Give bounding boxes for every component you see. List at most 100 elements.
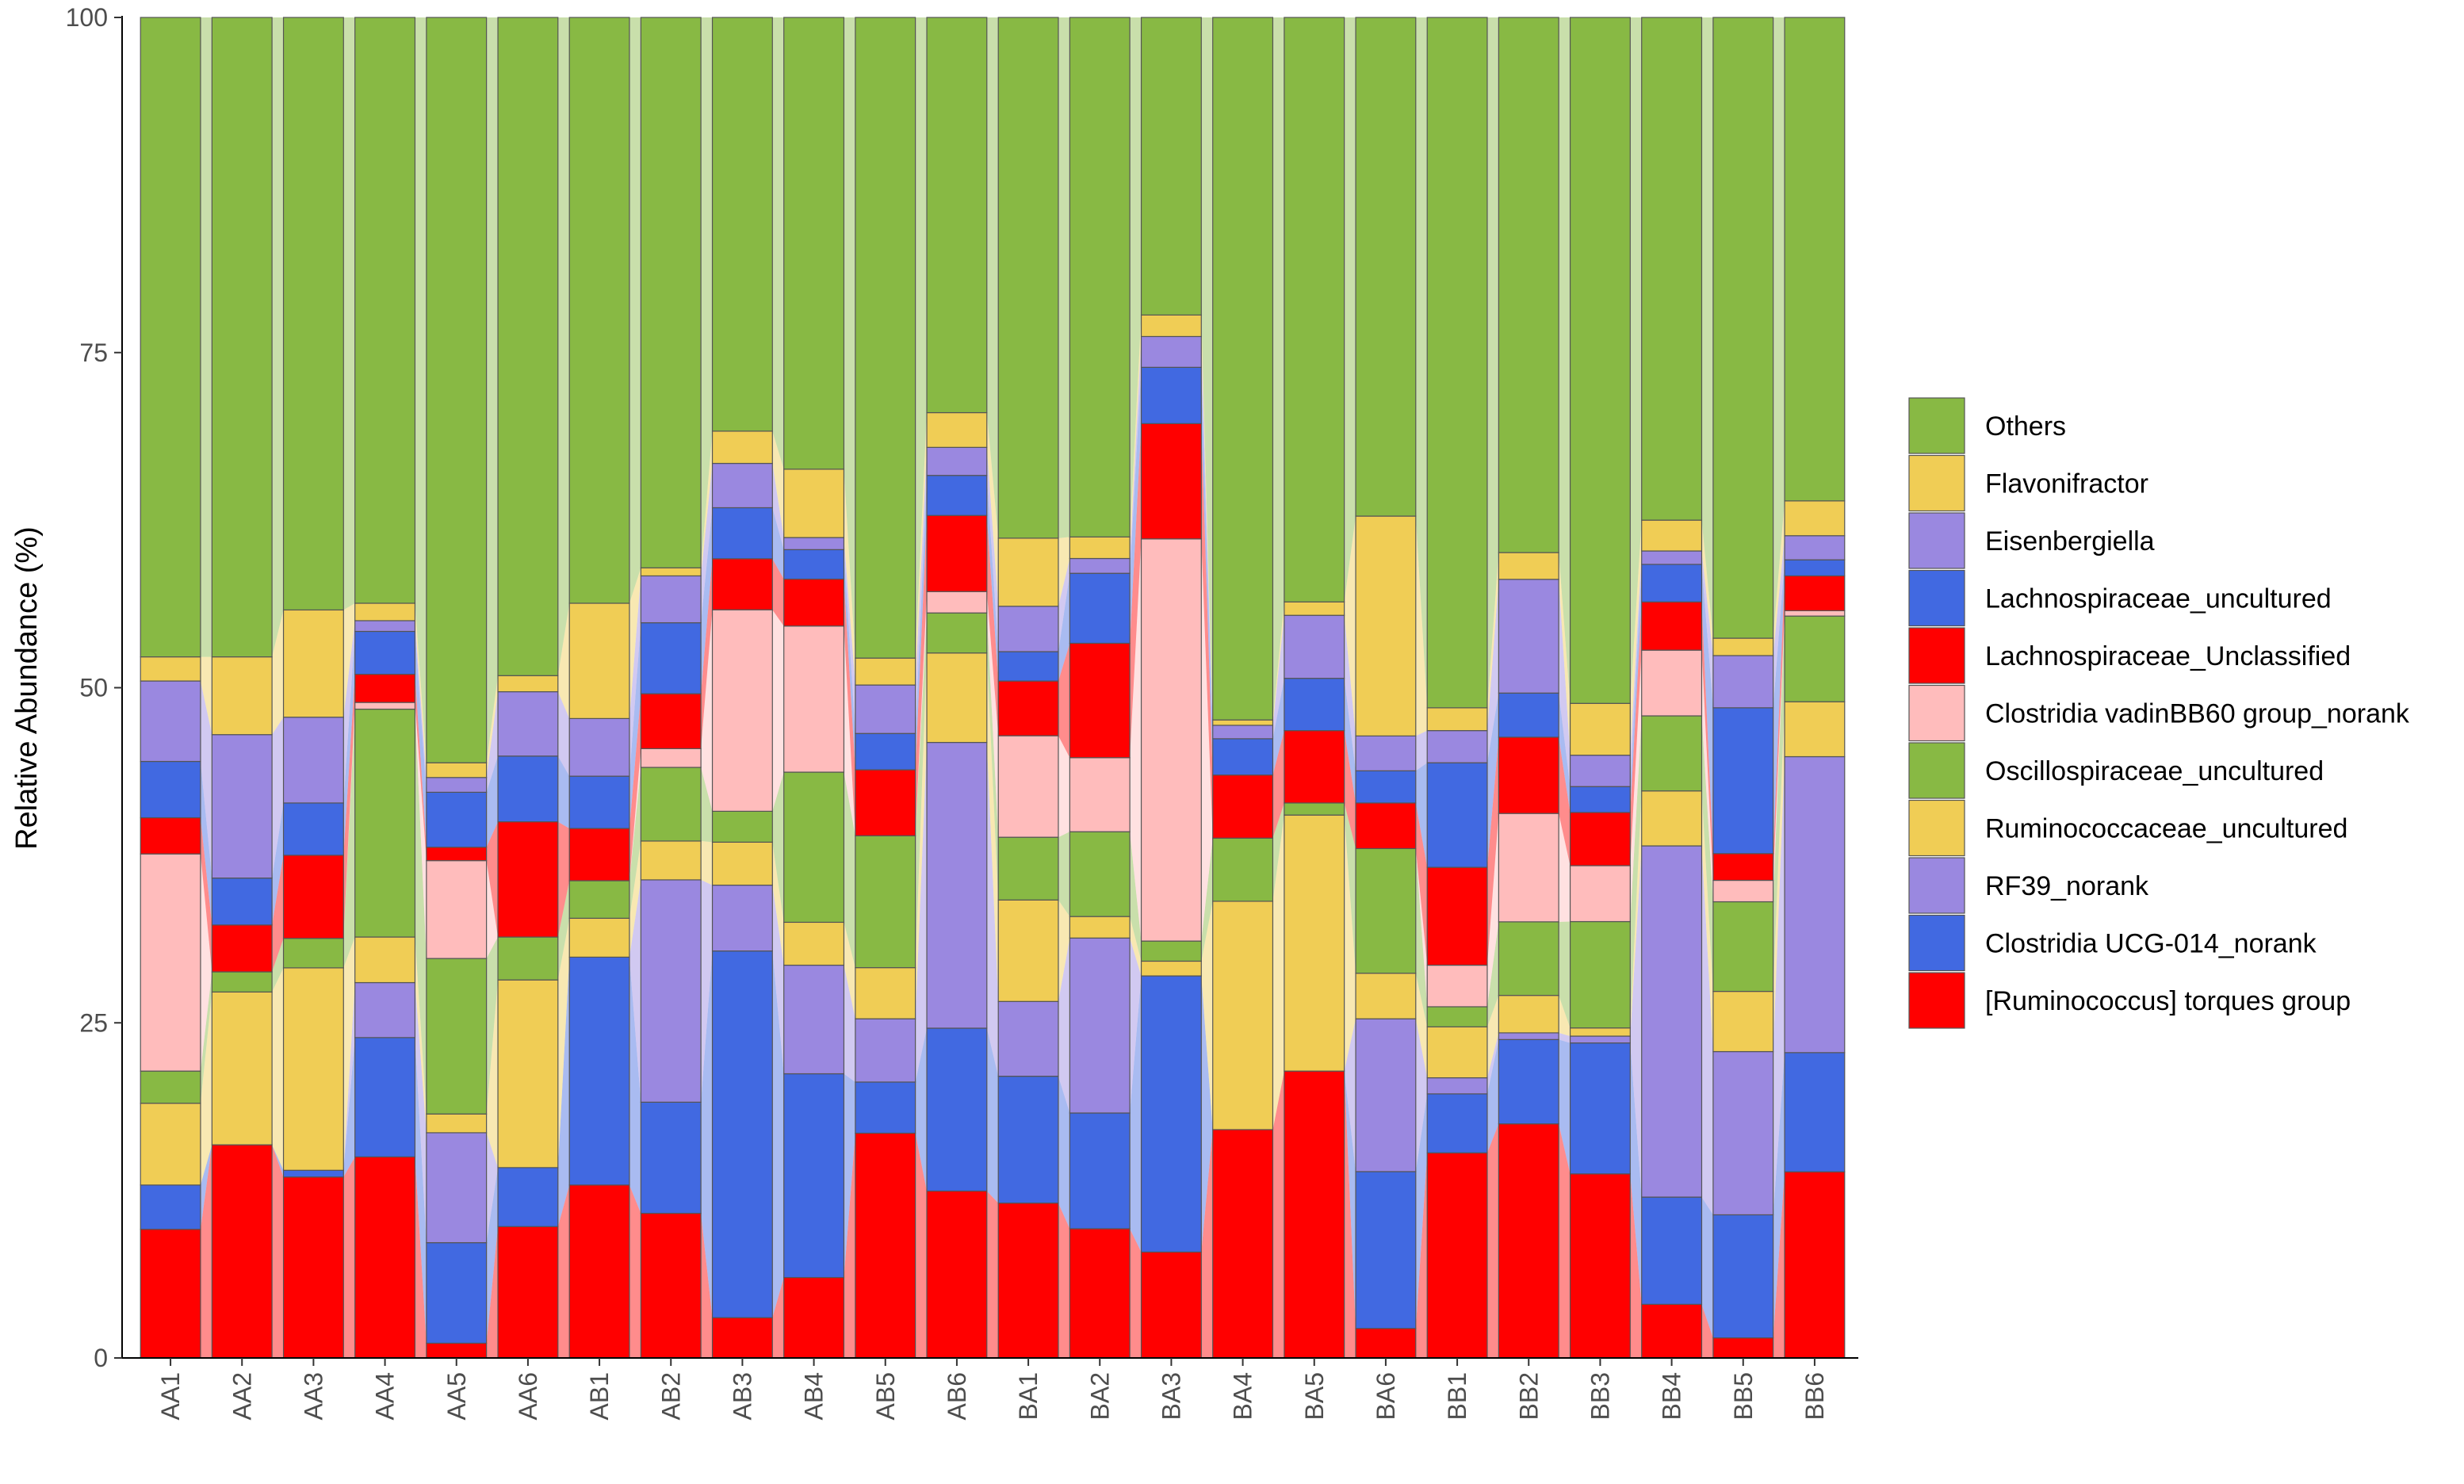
bar-BB2-ruminococcaceae-uncultured — [1498, 995, 1559, 1034]
bar-BB6-ruminococcaceae-uncultured — [1784, 701, 1846, 758]
bar-AA5-ruminococcus-torques-group — [426, 1342, 488, 1359]
x-tick-label-AA6: AA6 — [514, 1372, 542, 1420]
band-oscillospiraceae-uncultured-BB1-BB2 — [1486, 921, 1499, 1027]
band-flavonifractor-AB6-BA1 — [986, 412, 999, 606]
x-tick-label-AA3: AA3 — [299, 1372, 327, 1420]
band-ruminococcus-torques-group-AB1-AB2 — [629, 1184, 641, 1358]
bar-AB2-lachnospiraceae-uncultured — [640, 622, 702, 694]
bar-BB3-flavonifractor — [1569, 702, 1631, 756]
bar-AB2-clostridia-vadinbb60-group-norank — [640, 748, 702, 768]
bar-AA3-eisenbergiella — [282, 717, 344, 804]
band-eisenbergiella-AB1-AB2 — [629, 576, 641, 777]
bar-BA1-clostridia-ucg-014-norank — [997, 1076, 1059, 1204]
band-others-AB6-BA1 — [986, 17, 999, 538]
band-oscillospiraceae-uncultured-AB5-AB6 — [915, 613, 928, 968]
bar-AA1-flavonifractor — [140, 656, 201, 682]
bar-BB4-eisenbergiella — [1641, 550, 1703, 565]
legend-label-eisenbergiella: Eisenbergiella — [1985, 526, 2155, 556]
bar-BB2-lachnospiraceae-uncultured — [1498, 692, 1559, 738]
band-ruminococcaceae-uncultured-AB5-AB6 — [915, 652, 928, 1019]
bar-BA2-lachnospiraceae-unclassified — [1069, 642, 1131, 759]
band-clostridia-vadinbb60-group-norank-AA3-AA4 — [343, 702, 355, 939]
band-eisenbergiella-BA1-BA2 — [1058, 558, 1070, 652]
bar-AB3-clostridia-vadinbb60-group-norank — [711, 609, 773, 812]
bar-BB3-lachnospiraceae-unclassified — [1569, 812, 1631, 866]
bar-BA5-ruminococcaceae-uncultured — [1284, 814, 1345, 1072]
bar-AB4-lachnospiraceae-uncultured — [783, 549, 845, 580]
band-lachnospiraceae-uncultured-AA3-AA4 — [343, 631, 355, 855]
bar-BB6-rf39-norank — [1784, 755, 1846, 1054]
bar-BA3-lachnospiraceae-unclassified — [1140, 423, 1202, 540]
bar-AB6-lachnospiraceae-uncultured — [926, 475, 988, 516]
band-flavonifractor-BB3-BB4 — [1630, 520, 1642, 755]
legend-label-lachnospiraceae-uncultured: Lachnospiraceae_uncultured — [1985, 584, 2332, 614]
bar-AB2-oscillospiraceae-uncultured — [640, 767, 702, 842]
band-lachnospiraceae-unclassified-AA6-AB1 — [557, 821, 570, 938]
legend-key-ruminococcus-torques-group — [1908, 972, 1965, 1029]
x-tick-label-BA2: BA2 — [1085, 1372, 1114, 1420]
bar-BA5-lachnospiraceae-uncultured — [1284, 678, 1345, 732]
x-tick-label-AB2: AB2 — [656, 1372, 685, 1420]
band-oscillospiraceae-uncultured-AA5-AA6 — [486, 937, 499, 1115]
bar-BB6-others — [1784, 17, 1846, 502]
band-others-AA1-AA2 — [200, 17, 212, 657]
band-clostridia-ucg-014-norank-BB4-BB5 — [1701, 1197, 1713, 1338]
band-lachnospiraceae-unclassified-BB4-BB5 — [1701, 602, 1713, 881]
bar-AA6-clostridia-ucg-014-norank — [497, 1167, 559, 1227]
band-clostridia-ucg-014-norank-BA1-BA2 — [1058, 1076, 1070, 1230]
bar-BB4-lachnospiraceae-unclassified — [1641, 601, 1703, 651]
band-rf39-norank-BB5-BB6 — [1773, 756, 1785, 1215]
band-flavonifractor-BB1-BB2 — [1486, 553, 1499, 731]
band-oscillospiraceae-uncultured-AB1-AB2 — [629, 767, 641, 919]
band-eisenbergiella-AA1-AA2 — [200, 681, 212, 878]
band-lachnospiraceae-unclassified-AA1-AA2 — [200, 817, 212, 972]
band-eisenbergiella-BB2-BB3 — [1559, 579, 1571, 787]
band-clostridia-ucg-014-norank-AA1-AA2 — [200, 1145, 212, 1230]
band-ruminococcaceae-uncultured-AA5-AA6 — [486, 980, 499, 1168]
band-oscillospiraceae-uncultured-AB4-AB5 — [844, 772, 855, 968]
axes: 0 25 50 75 100 AA1 AA2 AA3 AA4 AA5 AA6 AB1 AB2 AB3 AB4… — [66, 3, 1858, 1420]
band-lachnospiraceae-uncultured-AA5-AA6 — [486, 755, 499, 847]
bar-AB6-others — [926, 17, 988, 414]
band-ruminococcus-torques-group-BA5-BA6 — [1344, 1071, 1356, 1358]
band-lachnospiraceae-uncultured-AB3-AB4 — [772, 507, 784, 579]
band-ruminococcus-torques-group-BA1-BA2 — [1058, 1203, 1070, 1358]
bar-BA1-ruminococcus-torques-group — [997, 1203, 1059, 1359]
bar-BA2-ruminococcaceae-uncultured — [1069, 916, 1131, 939]
bar-AB4-lachnospiraceae-unclassified — [783, 578, 845, 627]
bar-AA3-lachnospiraceae-unclassified — [282, 855, 344, 939]
bar-BB4-rf39-norank — [1641, 845, 1703, 1198]
band-lachnospiraceae-unclassified-AB4-AB5 — [844, 579, 855, 836]
bar-BA3-clostridia-ucg-014-norank — [1140, 975, 1202, 1253]
band-clostridia-vadinbb60-group-norank-BB1-BB2 — [1486, 813, 1499, 1007]
bar-BA4-eisenbergiella — [1212, 725, 1274, 740]
band-clostridia-vadinbb60-group-norank-AA1-AA2 — [200, 854, 212, 1072]
band-flavonifractor-BB2-BB3 — [1559, 553, 1571, 755]
band-clostridia-ucg-014-norank-BA6-BB1 — [1415, 1093, 1428, 1329]
band-ruminococcaceae-uncultured-BA3-BA4 — [1201, 901, 1213, 1130]
band-oscillospiraceae-uncultured-AB3-AB4 — [772, 772, 784, 923]
y-tick-label-100: 100 — [66, 3, 108, 32]
bar-AA5-clostridia-ucg-014-norank — [426, 1241, 488, 1344]
band-lachnospiraceae-uncultured-AA2-AA3 — [272, 802, 284, 925]
band-ruminococcaceae-uncultured-AA6-AB1 — [557, 918, 570, 1168]
bar-AA1-clostridia-ucg-014-norank — [140, 1184, 201, 1230]
band-ruminococcus-torques-group-BB2-BB3 — [1559, 1123, 1571, 1358]
band-flavonifractor-BA3-BA4 — [1201, 315, 1213, 725]
band-clostridia-vadinbb60-group-norank-BA3-BA4 — [1201, 538, 1213, 942]
band-lachnospiraceae-uncultured-BA6-BB1 — [1415, 763, 1428, 868]
bar-AB2-ruminococcus-torques-group — [640, 1212, 702, 1359]
bar-BA1-eisenbergiella — [997, 606, 1059, 652]
bar-AA2-ruminococcus-torques-group — [211, 1144, 273, 1359]
bar-AA5-lachnospiraceae-unclassified — [426, 847, 488, 862]
bar-BA1-oscillospiraceae-uncultured — [997, 836, 1059, 901]
bars — [140, 17, 1846, 1359]
legend-key-oscillospiraceae-uncultured — [1908, 742, 1965, 799]
bar-AB3-lachnospiraceae-uncultured — [711, 507, 773, 560]
band-others-AA3-AA4 — [343, 17, 355, 610]
bar-BA4-lachnospiraceae-unclassified — [1212, 775, 1274, 839]
bar-BA3-eisenbergiella — [1140, 335, 1202, 368]
bar-BA2-oscillospiraceae-uncultured — [1069, 831, 1131, 917]
band-lachnospiraceae-unclassified-BA2-BA3 — [1130, 423, 1142, 758]
bar-BA1-clostridia-vadinbb60-group-norank — [997, 735, 1059, 838]
